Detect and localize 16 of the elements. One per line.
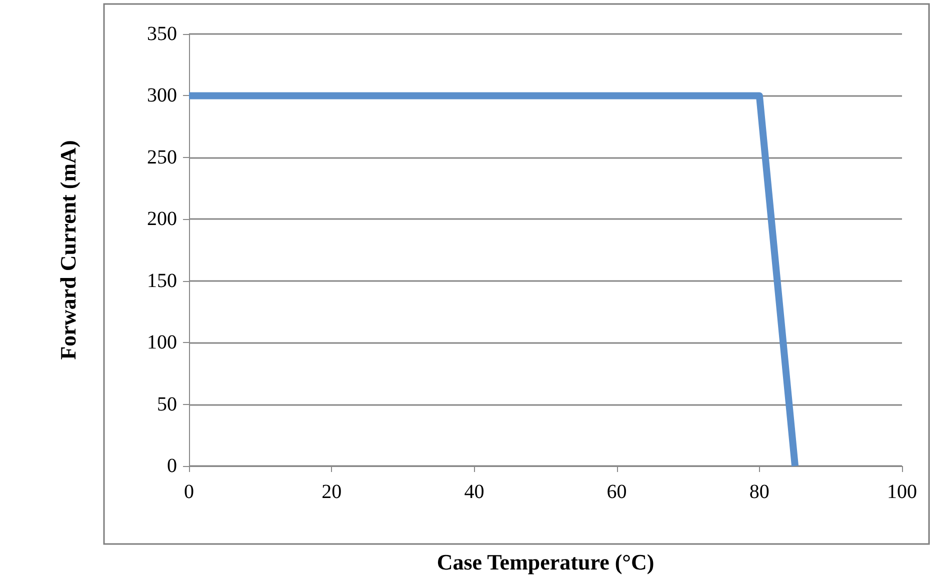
y-tick-label: 0 — [167, 455, 177, 477]
y-tick-label: 50 — [157, 393, 177, 416]
x-tick-label: 0 — [184, 481, 194, 503]
y-axis-title: Forward Current (mA) — [56, 140, 80, 360]
y-tick-label: 350 — [147, 23, 177, 45]
y-tick-label: 150 — [147, 270, 177, 292]
y-tick-label: 100 — [147, 332, 177, 354]
x-tick-label: 40 — [464, 481, 484, 503]
x-axis-title: Case Temperature (°C) — [436, 550, 654, 574]
x-tick-label: 60 — [606, 481, 627, 503]
x-tick-label: 100 — [887, 481, 917, 503]
x-tick-label: 20 — [322, 481, 342, 503]
x-tick-label: 80 — [749, 481, 770, 503]
y-tick-label: 300 — [147, 84, 177, 107]
y-tick-label: 250 — [147, 146, 177, 168]
y-tick-label: 200 — [147, 208, 177, 230]
